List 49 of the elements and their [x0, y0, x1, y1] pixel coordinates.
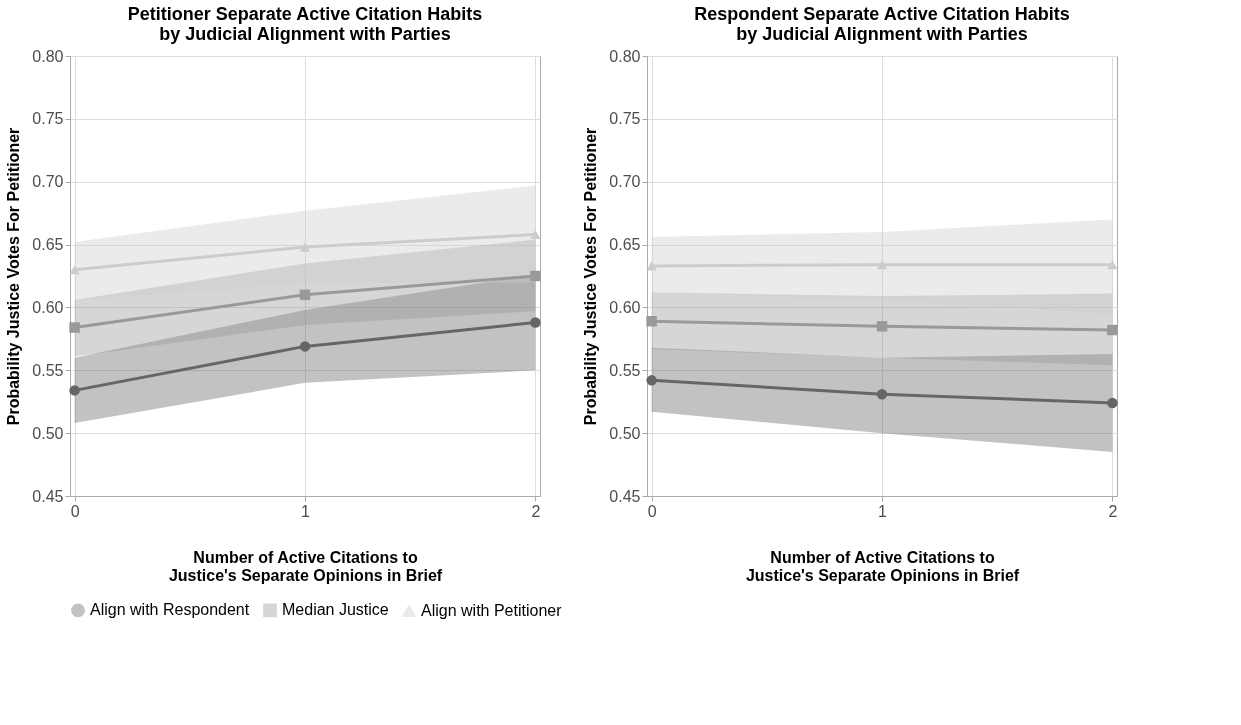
point [1107, 324, 1118, 336]
point [646, 375, 657, 386]
y-tick-label: 0.75 [609, 110, 641, 128]
point [69, 265, 80, 275]
point [69, 322, 80, 333]
x-tick-label: 2 [531, 502, 541, 520]
point [1107, 397, 1118, 409]
y-tick-label: 0.50 [609, 424, 641, 442]
y-tick-label: 0.75 [32, 110, 64, 128]
point [876, 321, 888, 332]
x-tick-label: 2 [1108, 502, 1118, 520]
y-tick-label: 0.80 [32, 47, 64, 65]
x-tick-label: 0 [70, 502, 80, 520]
legend-label: Align with Respondent [90, 601, 250, 619]
y-tick-label: 0.55 [32, 361, 64, 379]
x-tick-label: 1 [878, 502, 888, 520]
y-tick-label: 0.80 [609, 47, 641, 65]
point [646, 261, 657, 271]
y-tick-label: 0.60 [32, 298, 64, 316]
point [530, 229, 541, 240]
point [646, 316, 657, 327]
legend-label: Median Justice [282, 601, 389, 619]
point [299, 341, 311, 352]
y-axis-title: Probability Justice Votes For Petitioner [582, 127, 600, 426]
point [876, 388, 888, 400]
point [530, 317, 541, 328]
y-tick-label: 0.70 [32, 173, 64, 191]
point [299, 289, 311, 301]
legend-label: Align with Petitioner [421, 601, 563, 619]
y-tick-label: 0.55 [609, 361, 641, 379]
x-axis-title: Number of Active Citations to Justice's Separate Opinions in Brief [745, 548, 1020, 584]
x-tick-label: 0 [647, 502, 657, 520]
x-tick-label: 1 [301, 502, 311, 520]
y-axis-title: Probability Justice Votes For Petitioner [5, 127, 23, 426]
y-tick-label: 0.70 [609, 173, 641, 191]
point [69, 385, 80, 396]
y-tick-label: 0.45 [32, 487, 64, 505]
x-axis-title: Number of Active Citations to Justice's Separate Opinions in Brief [168, 548, 443, 584]
chart-title: Petitioner Separate Active Citation Habits by Judicial Alignment with Parties [127, 4, 483, 44]
y-tick-label: 0.65 [32, 236, 64, 254]
point [530, 270, 541, 282]
chart-title: Respondent Separate Active Citation Habits by Judicial Alignment with Parties [694, 4, 1070, 44]
point [876, 260, 888, 270]
y-tick-label: 0.50 [32, 424, 64, 442]
y-tick-label: 0.65 [609, 236, 641, 254]
y-tick-label: 0.60 [609, 298, 641, 316]
y-tick-label: 0.45 [609, 487, 641, 505]
point [1107, 260, 1118, 270]
point [299, 242, 311, 252]
